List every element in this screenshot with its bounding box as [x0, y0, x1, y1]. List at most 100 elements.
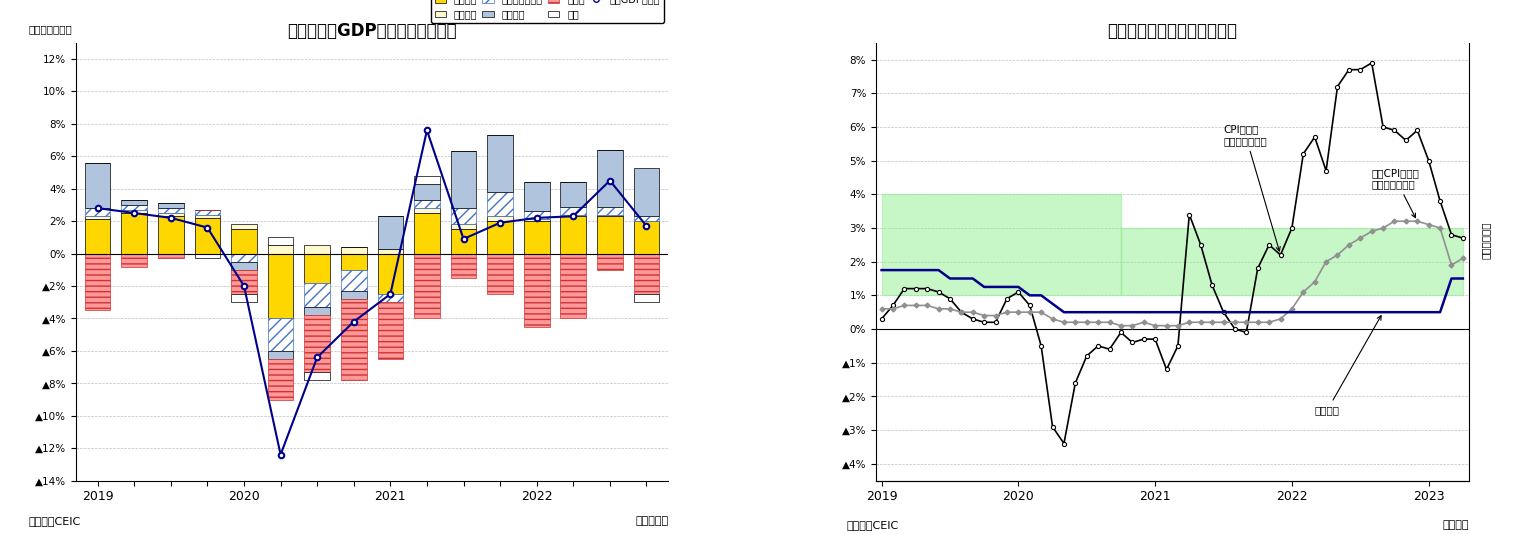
- コアCPI上昇率（前年同月比）: [1385, 218, 1403, 224]
- Bar: [597, 216, 622, 254]
- Bar: [268, 237, 294, 246]
- Bar: [524, 211, 550, 219]
- Bar: [232, 270, 257, 294]
- 実質GDP成長率: [235, 283, 253, 289]
- 政策金利: [1055, 309, 1073, 316]
- Bar: [121, 213, 147, 254]
- コアCPI上昇率（前年同月比）: [1237, 319, 1255, 326]
- CPI上昇率（前年同月比）: [1055, 441, 1073, 447]
- Bar: [268, 246, 294, 254]
- コアCPI上昇率（前年同月比）: [1453, 255, 1472, 262]
- Text: 政策金利: 政策金利: [1314, 316, 1381, 415]
- 政策金利: [1157, 309, 1175, 316]
- Text: （四半期）: （四半期）: [636, 516, 668, 525]
- 政策金利: [917, 267, 936, 273]
- Bar: [524, 219, 550, 221]
- Bar: [560, 215, 586, 216]
- Bar: [415, 254, 439, 318]
- Text: （前年同期比）: （前年同期比）: [29, 24, 73, 34]
- Bar: [85, 216, 111, 219]
- Bar: [488, 135, 513, 192]
- 実質GDP成長率: [418, 127, 436, 134]
- Bar: [121, 205, 147, 210]
- Bar: [560, 216, 586, 254]
- Bar: [488, 192, 513, 216]
- Bar: [157, 216, 183, 254]
- Bar: [377, 302, 403, 359]
- Bar: [85, 208, 111, 216]
- コアCPI上昇率（前年同月比）: [1260, 319, 1278, 326]
- Bar: [377, 294, 403, 302]
- Line: CPI上昇率（前年同月比）: CPI上昇率（前年同月比）: [880, 61, 1466, 446]
- コアCPI上昇率（前年同月比）: [1111, 323, 1129, 329]
- Bar: [377, 216, 403, 249]
- 実質GDP成長率: [88, 205, 106, 211]
- Bar: [304, 307, 330, 315]
- コアCPI上昇率（前年同月比）: [1078, 319, 1096, 326]
- Bar: [341, 299, 366, 380]
- CPI上昇率（前年同月比）: [1192, 241, 1210, 248]
- Bar: [415, 213, 439, 254]
- Bar: [304, 315, 330, 372]
- Text: コアCPI上昇率
（前年同月比）: コアCPI上昇率 （前年同月比）: [1372, 168, 1420, 218]
- Bar: [157, 254, 183, 258]
- 実質GDP成長率: [198, 224, 217, 231]
- コアCPI上昇率（前年同月比）: [1157, 323, 1175, 329]
- Line: 政策金利: 政策金利: [881, 270, 1463, 312]
- 政策金利: [1237, 309, 1255, 316]
- Bar: [232, 224, 257, 229]
- Bar: [304, 282, 330, 307]
- Bar: [157, 208, 183, 213]
- CPI上昇率（前年同月比）: [1089, 343, 1107, 349]
- Bar: [85, 163, 111, 208]
- 政策金利: [1260, 309, 1278, 316]
- 実質GDP成長率: [162, 215, 180, 221]
- Bar: [634, 254, 659, 294]
- Bar: [85, 219, 111, 254]
- 政策金利: [1453, 276, 1472, 282]
- Bar: [488, 254, 513, 294]
- Bar: [121, 200, 147, 205]
- Text: インフレ目標: インフレ目標: [1481, 221, 1490, 258]
- Bar: [415, 184, 439, 200]
- Bar: [524, 254, 550, 326]
- Bar: [121, 254, 147, 266]
- CPI上昇率（前年同月比）: [1453, 235, 1472, 241]
- Bar: [634, 216, 659, 221]
- 政策金利: [1089, 309, 1107, 316]
- Bar: [268, 359, 294, 399]
- Bar: [451, 229, 477, 254]
- Bar: [195, 215, 220, 218]
- Bar: [597, 207, 622, 215]
- 実質GDP成長率: [382, 291, 400, 297]
- Text: （資料）CEIC: （資料）CEIC: [846, 520, 898, 530]
- Legend: 民間消費, 政府消費, 総固定資本形成, 在庫変動, 純輸出, 誤差, 実質GDP成長率: 民間消費, 政府消費, 総固定資本形成, 在庫変動, 純輸出, 誤差, 実質GD…: [430, 0, 663, 23]
- Text: （資料）CEIC: （資料）CEIC: [29, 516, 80, 525]
- Bar: [157, 213, 183, 216]
- Title: タイのインフレ率と政策金利: タイのインフレ率と政策金利: [1107, 22, 1237, 40]
- Bar: [341, 270, 366, 291]
- Bar: [341, 247, 366, 254]
- CPI上昇率（前年同月比）: [917, 285, 936, 292]
- 実質GDP成長率: [527, 215, 545, 221]
- Bar: [524, 221, 550, 254]
- Bar: [597, 150, 622, 207]
- Bar: [304, 254, 330, 282]
- 政策金利: [872, 267, 890, 273]
- Bar: [451, 224, 477, 229]
- Bar: [524, 182, 550, 211]
- Bar: [232, 254, 257, 262]
- Bar: [488, 216, 513, 221]
- CPI上昇率（前年同月比）: [1237, 329, 1255, 335]
- Bar: [195, 254, 220, 258]
- Bar: [195, 210, 220, 215]
- Bar: [451, 208, 477, 224]
- Bar: [232, 229, 257, 254]
- Text: （月次）: （月次）: [1441, 520, 1469, 530]
- Bar: [232, 262, 257, 270]
- Bar: [85, 254, 111, 310]
- Line: 実質GDP成長率: 実質GDP成長率: [95, 128, 650, 458]
- Bar: [560, 254, 586, 318]
- Bar: [157, 203, 183, 208]
- Bar: [415, 200, 439, 208]
